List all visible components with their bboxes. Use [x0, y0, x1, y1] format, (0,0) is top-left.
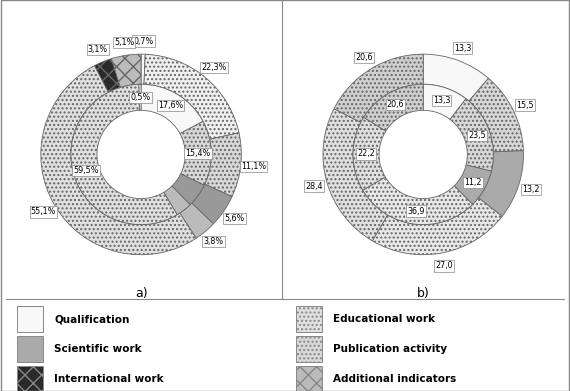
Text: Publication activity: Publication activity: [333, 344, 447, 354]
Text: 15,4%: 15,4%: [186, 149, 211, 158]
Text: 15,5: 15,5: [516, 100, 534, 109]
Wedge shape: [364, 84, 423, 131]
Text: 59,5%: 59,5%: [74, 166, 99, 175]
Wedge shape: [71, 84, 177, 225]
Bar: [296, 336, 322, 362]
Wedge shape: [180, 203, 213, 238]
Wedge shape: [469, 78, 523, 152]
Wedge shape: [323, 109, 388, 241]
Text: 55,1%: 55,1%: [31, 208, 56, 217]
Text: 3,8%: 3,8%: [203, 237, 223, 246]
Text: Scientific work: Scientific work: [54, 344, 142, 354]
Wedge shape: [353, 117, 386, 190]
Bar: [17, 307, 43, 332]
Text: 17,6%: 17,6%: [158, 101, 183, 110]
Text: 11,1%: 11,1%: [241, 162, 266, 171]
Wedge shape: [139, 84, 141, 110]
Wedge shape: [141, 54, 145, 84]
Wedge shape: [164, 186, 190, 215]
Text: a): a): [135, 287, 148, 300]
Wedge shape: [423, 84, 466, 119]
Wedge shape: [205, 133, 241, 197]
Text: 36,9: 36,9: [407, 206, 425, 215]
Text: 23,5: 23,5: [469, 131, 486, 140]
Wedge shape: [372, 198, 502, 255]
Wedge shape: [144, 54, 239, 139]
Bar: [17, 336, 43, 362]
Wedge shape: [112, 54, 141, 87]
Wedge shape: [192, 184, 232, 224]
Wedge shape: [363, 177, 473, 225]
Text: Additional indicators: Additional indicators: [333, 374, 457, 384]
Text: 20,6: 20,6: [356, 53, 373, 62]
Wedge shape: [478, 151, 523, 216]
Wedge shape: [141, 84, 203, 134]
Wedge shape: [423, 54, 488, 101]
Wedge shape: [334, 54, 423, 122]
Bar: [296, 307, 322, 332]
Text: 22,2: 22,2: [357, 149, 375, 158]
Wedge shape: [180, 121, 211, 185]
Text: 5,1%: 5,1%: [114, 38, 135, 47]
Text: 13,3: 13,3: [433, 96, 450, 105]
Text: 22,3%: 22,3%: [201, 63, 226, 72]
Bar: [296, 366, 322, 391]
Wedge shape: [454, 165, 491, 204]
Text: Educational work: Educational work: [333, 314, 435, 324]
Text: 0,5%: 0,5%: [130, 93, 150, 102]
Text: 11,2: 11,2: [464, 178, 482, 187]
Text: Qualification: Qualification: [54, 314, 129, 324]
Wedge shape: [172, 174, 204, 204]
Wedge shape: [95, 59, 120, 92]
Wedge shape: [450, 99, 494, 171]
Text: 5,6%: 5,6%: [225, 214, 245, 223]
Text: 3,1%: 3,1%: [88, 45, 108, 54]
Text: International work: International work: [54, 374, 164, 384]
Text: 13,3: 13,3: [454, 44, 471, 53]
Text: b): b): [417, 287, 430, 300]
Wedge shape: [41, 66, 196, 255]
Text: 13,2: 13,2: [522, 185, 540, 194]
Bar: [17, 366, 43, 391]
Text: 0,7%: 0,7%: [133, 37, 153, 46]
Text: 20,6: 20,6: [386, 100, 404, 109]
Text: 27,0: 27,0: [435, 261, 453, 270]
Text: 28,4: 28,4: [306, 181, 323, 190]
